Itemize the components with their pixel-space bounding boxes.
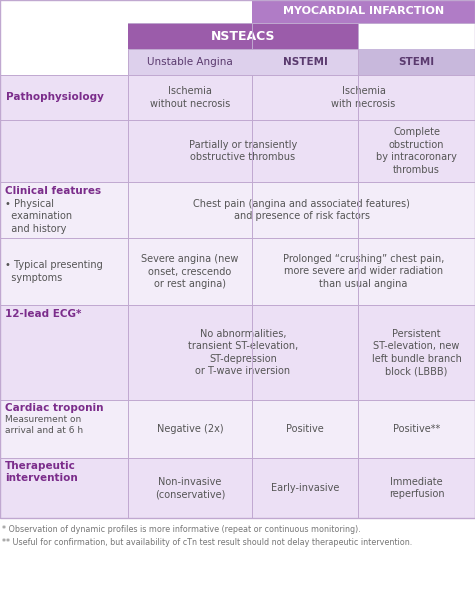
Bar [252, 49, 358, 75]
Bar [0, 75, 128, 120]
Bar [252, 0, 475, 23]
Bar [358, 305, 475, 400]
Bar [252, 75, 475, 120]
Text: 12-lead ECG*: 12-lead ECG* [5, 309, 81, 319]
Bar [128, 182, 475, 238]
Text: NSTEMI: NSTEMI [283, 57, 327, 67]
Bar [252, 238, 475, 305]
Text: Positive**: Positive** [393, 424, 440, 434]
Bar [0, 400, 128, 458]
Bar [0, 182, 128, 238]
Text: • Typical presenting
  symptoms: • Typical presenting symptoms [5, 260, 103, 282]
Bar [358, 400, 475, 458]
Bar [128, 400, 252, 458]
Bar [358, 458, 475, 518]
Text: Negative (2x): Negative (2x) [157, 424, 223, 434]
Text: Ischemia
with necrosis: Ischemia with necrosis [332, 86, 396, 109]
Text: NSTEACS: NSTEACS [211, 29, 275, 43]
Bar [128, 120, 358, 182]
Bar [128, 458, 252, 518]
Text: No abnormalities,
transient ST-elevation,
ST-depression
or T-wave inversion: No abnormalities, transient ST-elevation… [188, 329, 298, 376]
Bar [252, 400, 358, 458]
Text: Measurement on
arrival and at 6 h: Measurement on arrival and at 6 h [5, 415, 83, 435]
Bar [358, 120, 475, 182]
Text: Severe angina (new
onset, crescendo
or rest angina): Severe angina (new onset, crescendo or r… [142, 254, 238, 289]
Bar [128, 238, 252, 305]
Bar [0, 458, 128, 518]
Bar [0, 238, 128, 305]
Text: * Observation of dynamic profiles is more informative (repeat or continuous moni: * Observation of dynamic profiles is mor… [2, 525, 361, 534]
Bar [252, 458, 358, 518]
Text: ** Useful for confirmation, but availability of cTn test result should not delay: ** Useful for confirmation, but availabi… [2, 538, 412, 547]
Bar [128, 23, 358, 49]
Bar [0, 0, 475, 518]
Text: Cardiac troponin: Cardiac troponin [5, 403, 104, 413]
Text: Partially or transiently
obstructive thrombus: Partially or transiently obstructive thr… [189, 140, 297, 162]
Text: STEMI: STEMI [399, 57, 435, 67]
Text: Chest pain (angina and associated features)
and presence of risk factors: Chest pain (angina and associated featur… [193, 199, 410, 221]
Text: Prolonged “crushing” chest pain,
more severe and wider radiation
than usual angi: Prolonged “crushing” chest pain, more se… [283, 254, 444, 289]
Bar [358, 49, 475, 75]
Text: • Physical
  examination
  and history: • Physical examination and history [5, 199, 72, 234]
Text: MYOCARDIAL INFARCTION: MYOCARDIAL INFARCTION [283, 7, 444, 16]
Text: Positive: Positive [286, 424, 324, 434]
Bar [128, 49, 252, 75]
Bar [358, 239, 359, 304]
Text: Non-invasive
(conservative): Non-invasive (conservative) [155, 477, 225, 499]
Text: Early-invasive: Early-invasive [271, 483, 339, 493]
Text: Therapeutic
intervention: Therapeutic intervention [5, 461, 78, 483]
Text: Complete
obstruction
by intracoronary
thrombus: Complete obstruction by intracoronary th… [376, 127, 457, 174]
Text: Immediate
reperfusion: Immediate reperfusion [389, 477, 444, 499]
Text: Unstable Angina: Unstable Angina [147, 57, 233, 67]
Text: Ischemia
without necrosis: Ischemia without necrosis [150, 86, 230, 109]
Text: Clinical features: Clinical features [5, 186, 101, 196]
Bar [0, 305, 128, 400]
Bar [0, 120, 128, 182]
Text: Persistent
ST-elevation, new
left bundle branch
block (LBBB): Persistent ST-elevation, new left bundle… [371, 329, 461, 376]
Bar [0, 49, 128, 75]
Bar [128, 305, 358, 400]
Bar [128, 75, 252, 120]
Text: Pathophysiology: Pathophysiology [6, 93, 104, 102]
